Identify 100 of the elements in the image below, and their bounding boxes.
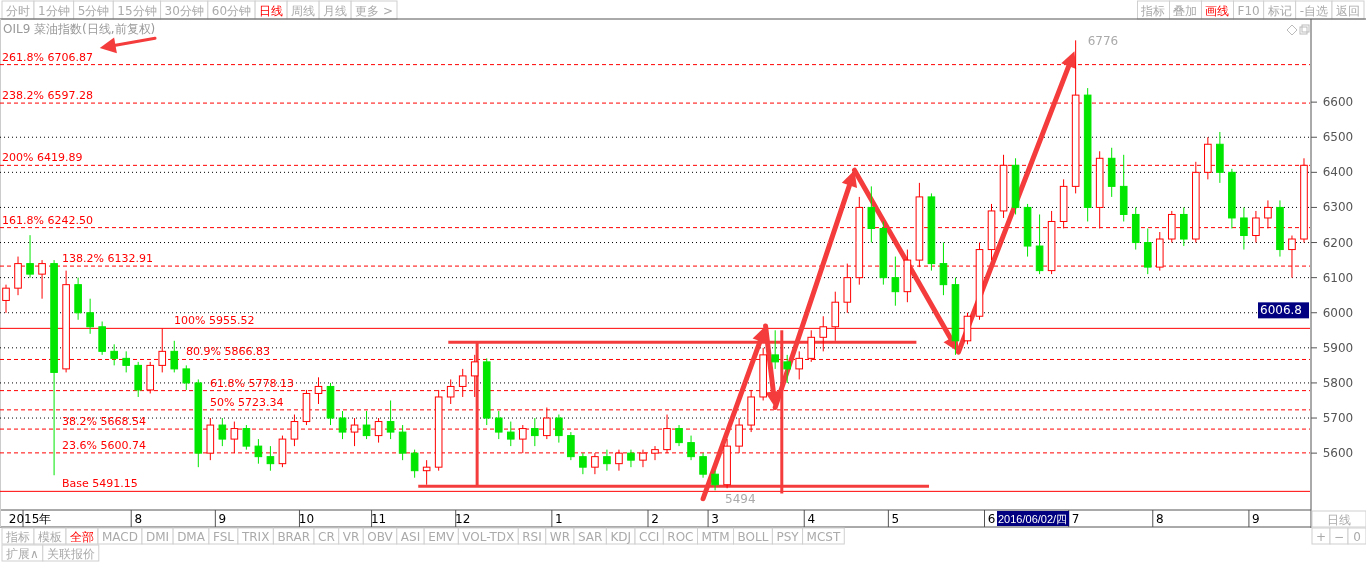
ref-line-label: 100% 5955.52 — [174, 314, 255, 328]
x-tick-label: 2 — [651, 512, 659, 526]
text: 5分钟 — [77, 4, 110, 18]
candlestick — [374, 417, 383, 444]
text: 60分钟 — [211, 4, 252, 18]
text: CR — [318, 530, 335, 544]
y-tick-label: 5800 — [1322, 375, 1354, 390]
candlestick — [182, 364, 191, 391]
y-tick-label: 6600 — [1322, 95, 1354, 110]
candlestick — [230, 421, 239, 454]
y-tick-label: 6200 — [1322, 235, 1354, 250]
y-tick-label: 5900 — [1322, 340, 1354, 355]
candlestick — [783, 354, 792, 384]
ref-line: 200% 6419.89 — [0, 151, 1311, 166]
candlestick — [567, 431, 575, 461]
annotation: 6776 — [1087, 34, 1119, 49]
candlestick — [446, 378, 455, 405]
candlestick — [795, 350, 804, 380]
x-tick-label: 10 — [298, 512, 315, 526]
text: BOLL — [737, 530, 769, 544]
text: ROC — [667, 530, 694, 544]
candlestick — [735, 417, 743, 454]
ref-line-label: 23.6% 5600.74 — [62, 438, 146, 452]
y-tick-label: 6300 — [1322, 200, 1354, 215]
candlestick — [518, 424, 527, 454]
x-tick-label: 8 — [1155, 512, 1164, 526]
annotation: 5494 — [725, 492, 756, 507]
text: 指标 — [1140, 4, 1166, 18]
candlestick — [675, 424, 683, 447]
text: 扩展∧ — [6, 547, 39, 561]
text: PSY — [776, 530, 800, 544]
text: 返回 — [1336, 4, 1360, 18]
candlestick — [939, 242, 948, 296]
text: 指标 — [5, 530, 30, 544]
candlestick — [867, 185, 876, 244]
candlestick — [470, 354, 479, 398]
text: 全部 — [70, 530, 94, 544]
x-tick-label: 11 — [370, 512, 387, 526]
text: 叠加 — [1173, 4, 1198, 18]
y-tick-label: 6000 — [1322, 305, 1354, 320]
text: 30分钟 — [164, 4, 204, 18]
text: RSI — [522, 530, 542, 544]
ref-line-label: 161.8% 6242.50 — [2, 213, 93, 227]
candlestick — [687, 435, 695, 461]
candlestick — [350, 417, 359, 447]
candlestick — [266, 445, 275, 472]
candlestick — [579, 452, 587, 475]
text: 标记 — [1266, 4, 1292, 18]
text: 日线 — [259, 4, 284, 18]
y-tick-label: 6400 — [1322, 165, 1354, 180]
candlestick — [711, 470, 719, 491]
candlestick — [771, 329, 779, 370]
candlestick — [819, 315, 828, 352]
candlestick — [290, 414, 299, 447]
text: 1分钟 — [38, 4, 70, 18]
candlestick — [543, 407, 551, 440]
candlestick — [807, 329, 816, 363]
text: FSL — [212, 530, 235, 544]
text: DMI — [145, 530, 170, 544]
text: 分时 — [6, 4, 30, 18]
x-tick-label: 2015年 — [8, 512, 52, 526]
text: MCST — [806, 530, 841, 544]
text: 2016/06/02/四 — [998, 513, 1068, 525]
y-tick-label: 6500 — [1322, 130, 1354, 145]
text: + — [1315, 530, 1327, 544]
text: KDJ — [610, 530, 632, 544]
candlestick — [422, 459, 431, 486]
text: DMA — [177, 530, 206, 544]
x-tick-label: 4 — [807, 512, 816, 526]
text: CCI — [639, 530, 660, 544]
candlestick — [699, 452, 707, 479]
candlestick — [362, 410, 371, 440]
ref-line: 50% 5723.34 — [0, 395, 1311, 411]
text: 画线 — [1205, 4, 1230, 18]
candlestick — [218, 417, 227, 447]
candlestick — [410, 449, 419, 479]
ref-line: 38.2% 5668.54 — [0, 415, 1311, 430]
x-tick-label: 5 — [891, 512, 900, 526]
candlestick — [506, 421, 515, 447]
text: WR — [549, 530, 570, 544]
chart-title: OIL9 菜油指数(日线,前复权) — [3, 22, 156, 36]
text: 更多 > — [355, 4, 393, 18]
text: ASI — [400, 530, 421, 544]
candlestick — [158, 328, 167, 373]
text: − — [1333, 530, 1345, 544]
y-tick-label: 6100 — [1322, 270, 1354, 285]
ref-line-label: 50% 5723.34 — [210, 395, 284, 409]
x-tick-label: 1 — [555, 512, 563, 526]
ref-line: 161.8% 6242.50 — [0, 213, 1311, 229]
ref-line-label: 80.9% 5866.83 — [186, 345, 270, 359]
text: 关联报价 — [46, 547, 95, 561]
candlestick — [591, 452, 599, 475]
candlestick — [651, 445, 659, 461]
ref-line: Base 5491.15 — [0, 477, 1311, 492]
x-tick-label: 8 — [134, 512, 143, 526]
y-tick-label: 5700 — [1322, 411, 1354, 426]
candlestick — [242, 424, 251, 451]
ref-line: 80.9% 5866.83 — [0, 345, 1311, 360]
text: 月线 — [323, 4, 348, 18]
x-tick-label: 12 — [455, 512, 471, 526]
